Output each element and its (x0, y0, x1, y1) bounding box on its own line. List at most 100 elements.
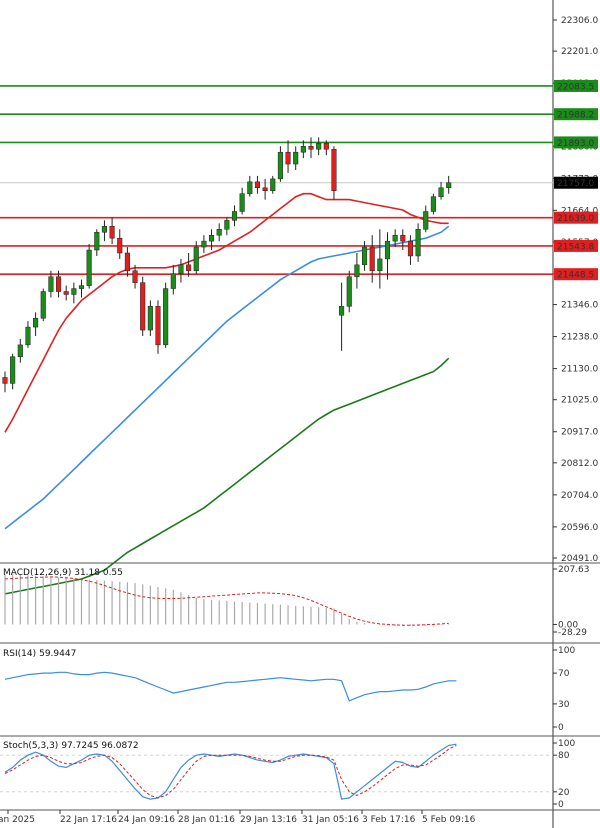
candle-body (423, 211, 429, 230)
candle-body (86, 249, 92, 286)
candle-body (216, 229, 222, 236)
candle-body (415, 229, 421, 257)
rsi-tick-label: 0 (558, 723, 564, 733)
price-tick-label: 21664.0 (561, 206, 598, 216)
x-tick-label: 5 Feb 09:16 (422, 815, 476, 825)
rsi-tick-label: 70 (558, 669, 570, 679)
level-badge (554, 211, 598, 224)
candle-body (300, 146, 306, 153)
candle-body (392, 234, 398, 242)
candle-body (369, 246, 375, 272)
candle-body (124, 252, 130, 272)
candle-body (209, 234, 215, 242)
rsi-panel: 100 70 30 0 (0, 642, 600, 733)
candle-body (25, 326, 31, 346)
price-tick-label: 22306.0 (561, 16, 598, 26)
level-badge (554, 79, 598, 92)
candle-body (339, 306, 345, 316)
candle-body (178, 264, 184, 274)
current-price-label: 21757.0 (557, 179, 594, 189)
candle-body (323, 143, 329, 150)
candle-body (254, 181, 260, 189)
candle-body (331, 148, 337, 191)
candle-body (446, 182, 452, 189)
candle-body (186, 264, 192, 272)
stoch-tick-label: 100 (558, 739, 575, 749)
candle-body (78, 285, 85, 289)
candle-body (40, 291, 46, 319)
stoch-tick-label: 0 (558, 800, 564, 810)
candle-body (270, 178, 276, 191)
rsi-value: 59.9447 (39, 649, 76, 659)
price-tick-label: 20704.0 (561, 491, 598, 501)
candle-body (48, 276, 54, 292)
candle-body (384, 240, 391, 260)
stoch-tick-label: 20 (558, 788, 570, 798)
candle-body (109, 226, 115, 239)
candle-body (94, 231, 100, 251)
price-tick-label: 22201.0 (561, 47, 598, 57)
macd-tick-label: 207.63 (558, 565, 590, 575)
rsi-line (4, 671, 457, 702)
candle-body (430, 196, 436, 212)
stoch-value: 97.7245 96.0872 (61, 741, 138, 751)
x-tick-label: 3 Feb 17:16 (362, 815, 416, 825)
candle-body (163, 288, 169, 346)
level-label: 21988.2 (557, 111, 594, 121)
x-tick-label: 22 Jan 17:16 (60, 815, 117, 825)
stoch-k-line (4, 743, 457, 800)
candle-body (438, 187, 444, 197)
rsi-label: RSI(14) (3, 649, 36, 659)
macd-tick-label: 0.00 (558, 620, 578, 630)
candle-body (293, 151, 299, 165)
rsi-tick-label: 100 (558, 646, 575, 656)
stoch-title: Stoch(5,3,3) 97.7245 96.0872 (3, 741, 139, 751)
candle-body (10, 356, 16, 384)
candle-body (316, 143, 322, 150)
macd-panel: 207.63 0.00-28.29 (0, 562, 600, 638)
x-tick-label: 29 Jan 13:16 (240, 815, 297, 825)
stoch-d-line (4, 744, 457, 799)
x-tick-label: 21 Jan 2025 (0, 815, 35, 825)
candle-body (33, 317, 39, 328)
level-badge (554, 108, 598, 121)
candle-body (201, 240, 207, 248)
price-tick-label: 20812.0 (561, 459, 598, 469)
macd-tick-label: -28.29 (558, 628, 587, 638)
candle-body (285, 151, 291, 165)
candle-body (247, 181, 253, 194)
candle-body (377, 258, 383, 272)
candle-body (63, 291, 69, 295)
candle-body (231, 211, 238, 221)
rsi-title: RSI(14) 59.9447 (3, 649, 76, 659)
price-tick-label: 21238.0 (561, 333, 598, 343)
level-badge (554, 239, 598, 252)
candle-body (17, 344, 23, 357)
price-tick-label: 20491.0 (561, 554, 598, 564)
candle-body (362, 246, 368, 266)
level-label: 21639.0 (557, 214, 594, 224)
price-plot-area (0, 0, 553, 560)
level-label: 21543.8 (557, 242, 594, 252)
candle-body (407, 240, 413, 257)
candle-body (2, 377, 8, 384)
rsi-tick-label: 30 (558, 700, 570, 710)
candle-body (132, 270, 138, 283)
level-label: 22083.5 (557, 82, 594, 92)
candle-body (400, 234, 406, 242)
candle-body (71, 288, 77, 295)
level-badge (554, 136, 598, 149)
candle-body (147, 306, 153, 331)
candle-body (155, 306, 161, 346)
candle-body (277, 151, 283, 180)
candle-body (193, 246, 199, 272)
current-price-badge (554, 176, 598, 189)
x-tick-label: 28 Jan 01:16 (178, 815, 235, 825)
macd-signal-line (4, 576, 449, 626)
price-tick-label: 21346.0 (561, 301, 598, 311)
stoch-label: Stoch(5,3,3) (3, 741, 58, 751)
ma-blue-line (4, 225, 450, 530)
price-tick-label: 20917.0 (561, 428, 598, 438)
